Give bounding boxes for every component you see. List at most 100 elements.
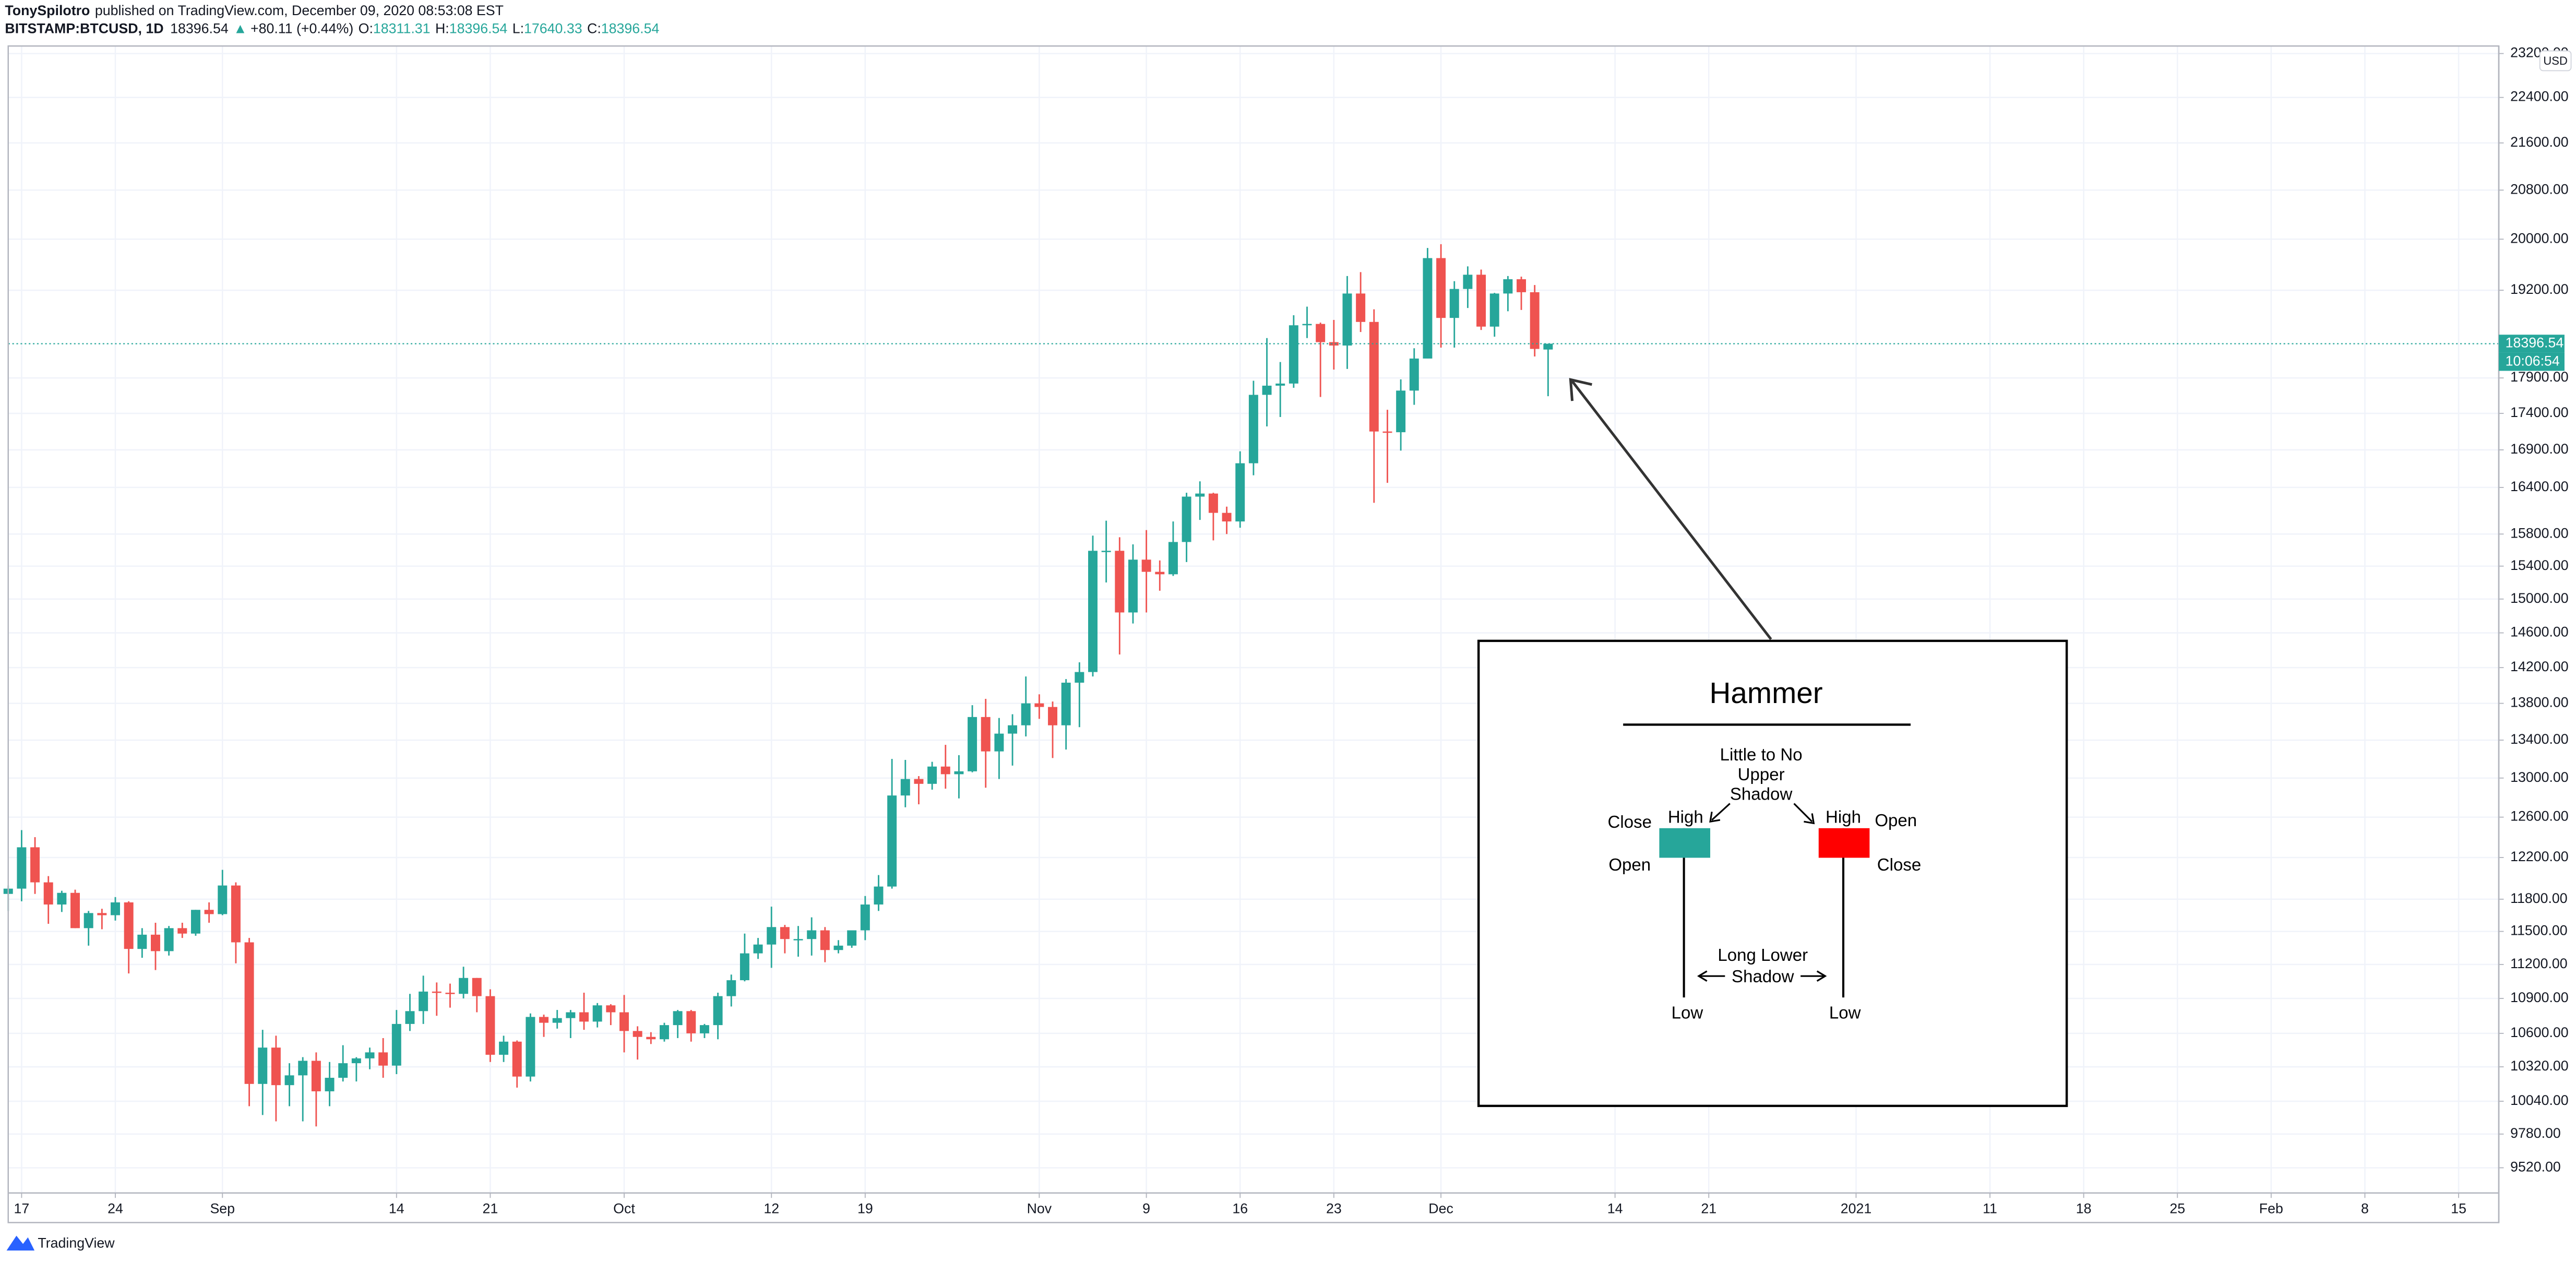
publish-line: TonySpilotro published on TradingView.com… [5,3,504,18]
candle-body [981,717,991,752]
candle-body [686,1011,696,1033]
x-tick-label: Nov [1027,1200,1052,1216]
shadow-arrowhead [1816,970,1827,982]
y-tick-label: 12200.00 [2510,849,2569,864]
x-tick-label: 11 [1983,1200,1997,1216]
countdown-tag [2499,352,2565,371]
x-tick-label: 9 [1142,1200,1150,1216]
annotation: Hammer Little to No Upper Shadow Close H… [1477,378,2068,1108]
candle-body [97,913,107,915]
candle-body [807,930,817,939]
candle-body [512,1041,522,1077]
candle-body [244,942,254,1084]
x-tick-label: Sep [210,1200,235,1216]
candle-body [927,766,937,784]
candle-body [566,1012,576,1018]
candle-body [1302,324,1312,326]
candle-body [1128,559,1138,613]
currency-box[interactable] [2539,50,2572,72]
candle-body [606,1005,616,1013]
x-tick-label: 21 [1701,1200,1716,1216]
candle-body [1182,496,1191,542]
candle-body [994,733,1004,752]
y-tick-label: 16400.00 [2510,479,2569,494]
candle-body [298,1061,308,1076]
candle-body [1342,293,1352,346]
candle-body [659,1025,669,1040]
candle-body [1275,383,1285,386]
y-tick-label: 12600.00 [2510,808,2569,824]
change: +80.11 (+0.44%) [251,21,353,37]
candle-body [860,904,870,931]
candle-body [1248,395,1258,463]
open-label: Open [1608,855,1651,875]
y-tick-label: 15000.00 [2510,590,2569,606]
candle-body [968,717,977,771]
candle-body [365,1052,375,1058]
candle-body [1235,463,1245,522]
candle-body [874,886,884,905]
x-tick-label: 14 [389,1200,404,1216]
change-arrow: ▲ [233,21,247,37]
candle-body [84,913,93,928]
candle-body [1075,672,1084,683]
candle-body [432,991,442,993]
y-tick-label: 11500.00 [2510,923,2568,938]
x-tick-label: 8 [2361,1200,2369,1216]
hammer-bear-body [1818,828,1870,858]
candle-body [204,910,214,914]
candle-body [190,910,200,934]
x-tick-label: 14 [1607,1200,1623,1216]
brand-name: TradingView [38,1235,115,1251]
last-price-tag [2499,335,2565,353]
candle-body [218,885,228,914]
candle-body [753,944,763,954]
lower-text: Long Lower [1718,946,1808,965]
candle-body [1543,343,1553,350]
y-tick-label: 17400.00 [2510,404,2569,420]
low-label: Low [1829,1003,1861,1022]
last-price: 18396.54 [170,21,229,37]
lower-text: Shadow [1732,967,1794,986]
candle-body [740,953,749,981]
last-price-label: 18396.54 [2506,335,2564,351]
author: TonySpilotro [5,3,90,18]
x-tick-label: 12 [764,1200,779,1216]
y-tick-label: 11800.00 [2510,890,2568,906]
candle-body [391,1023,401,1066]
candle-body [459,978,469,994]
candle-body [780,927,790,939]
candle-body [1088,551,1098,672]
high-label: High [1668,808,1703,827]
y-tick-label: 21600.00 [2510,134,2569,150]
currency: USD [2543,54,2567,67]
candle-body [1369,322,1379,432]
candle-body [1048,707,1058,725]
y-tick-label: 11200.00 [2510,956,2568,971]
candle-body [445,993,455,994]
upper-text: Upper [1738,765,1785,784]
candle-body [378,1052,388,1066]
candle-body [57,892,67,905]
o-label: O: [359,21,373,37]
candle-body [43,882,53,905]
brand-logo [6,1235,35,1251]
x-tick-label: 21 [483,1200,498,1216]
candle-body [526,1017,535,1077]
candle-body [619,1012,629,1031]
symbol-line: BITSTAMP:BTCUSD, 1D 18396.54 ▲ +80.11 (+0.4… [5,21,659,37]
x-tick-label: 25 [2169,1200,2185,1216]
candle-body [1101,551,1111,552]
candle-body [338,1063,348,1078]
candle-body [177,928,187,934]
candle-body [1423,258,1433,359]
x-tick-label: 24 [108,1200,123,1216]
candles [3,244,2499,1127]
candle-body [847,930,857,946]
candle-body [1463,275,1473,289]
brand: TradingView [6,1235,115,1251]
candle-body [311,1061,321,1091]
upper-text: Shadow [1730,785,1793,804]
candle-body [1530,292,1540,349]
